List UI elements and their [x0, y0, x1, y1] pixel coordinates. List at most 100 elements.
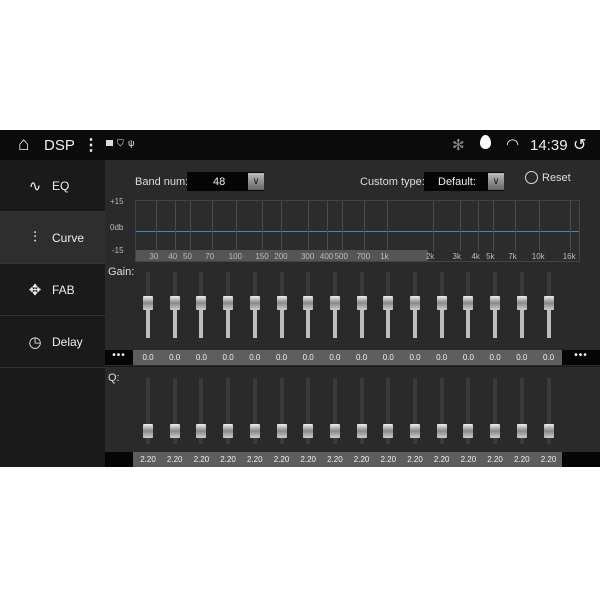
sidebar-item-curve[interactable]: ⫶ Curve — [0, 212, 105, 264]
slider-knob[interactable] — [383, 296, 394, 310]
q-slider[interactable] — [143, 378, 153, 444]
band-num-select[interactable]: 48 ∨ — [187, 172, 264, 191]
slider-knob[interactable] — [276, 424, 287, 438]
sidebar-item-delay[interactable]: ◷ Delay — [0, 316, 105, 368]
gain-slider[interactable] — [196, 272, 207, 338]
q-slider[interactable] — [223, 378, 234, 444]
q-slider[interactable] — [329, 378, 340, 444]
gain-slider[interactable] — [463, 272, 474, 338]
grid-line — [235, 201, 237, 251]
slider-knob[interactable] — [383, 424, 394, 438]
slider-knob[interactable] — [223, 296, 234, 310]
q-slider[interactable] — [196, 378, 207, 444]
x-tick: 7k — [508, 252, 517, 261]
grid-line — [156, 201, 158, 251]
sidebar-item-fab[interactable]: ✥ FAB — [0, 264, 105, 316]
gain-value: 0.0 — [382, 353, 394, 362]
home-icon[interactable]: ⌂ — [18, 134, 30, 155]
usb-icon: ψ — [128, 138, 135, 148]
slider-knob[interactable] — [249, 424, 260, 438]
grid-line — [493, 201, 495, 251]
gain-slider[interactable] — [276, 272, 287, 338]
gain-label: Gain: — [108, 266, 135, 278]
x-tick: 4k — [471, 252, 480, 261]
more-vert-icon[interactable]: ⋮ — [83, 137, 99, 154]
slider-knob[interactable] — [143, 296, 153, 310]
gain-slider[interactable] — [490, 272, 501, 338]
q-slider[interactable] — [249, 378, 260, 444]
slider-knob[interactable] — [490, 424, 501, 438]
gain-slider[interactable] — [543, 272, 554, 338]
slider-knob[interactable] — [410, 424, 420, 438]
slider-knob[interactable] — [223, 424, 234, 438]
q-slider[interactable] — [490, 378, 501, 444]
slider-knob[interactable] — [516, 296, 527, 310]
slider-knob[interactable] — [356, 296, 367, 310]
q-slider[interactable] — [516, 378, 527, 444]
slider-knob[interactable] — [196, 296, 207, 310]
slider-knob[interactable] — [329, 424, 340, 438]
slider-knob[interactable] — [276, 296, 287, 310]
x-tick: 150 — [255, 252, 269, 261]
prev-bands-button[interactable]: ••• — [105, 350, 133, 365]
slider-knob[interactable] — [543, 424, 554, 438]
q-slider[interactable] — [356, 378, 367, 444]
gain-slider[interactable] — [383, 272, 394, 338]
y-tick: +15 — [110, 197, 124, 206]
gain-slider[interactable] — [356, 272, 367, 338]
x-tick: 30 — [149, 252, 159, 261]
gain-slider[interactable] — [249, 272, 260, 338]
q-slider[interactable] — [276, 378, 287, 444]
gain-slider[interactable] — [410, 272, 420, 338]
slider-knob[interactable] — [463, 424, 474, 438]
slider-knob[interactable] — [303, 424, 314, 438]
slider-knob[interactable] — [516, 424, 527, 438]
gain-slider[interactable] — [303, 272, 314, 338]
gain-value: 0.0 — [249, 353, 261, 362]
q-slider[interactable] — [436, 378, 447, 444]
grid-line — [307, 201, 309, 251]
custom-type-select[interactable]: Default: ∨ — [424, 172, 504, 191]
slider-knob[interactable] — [436, 424, 447, 438]
gain-slider[interactable] — [169, 272, 180, 338]
gain-slider[interactable] — [436, 272, 447, 338]
bluetooth-icon: ✻ — [452, 137, 465, 154]
gain-value: 0.0 — [356, 353, 368, 362]
slider-knob[interactable] — [303, 296, 314, 310]
q-slider[interactable] — [410, 378, 420, 444]
slider-knob[interactable] — [169, 296, 180, 310]
gain-slider[interactable] — [329, 272, 340, 338]
slider-knob[interactable] — [436, 296, 447, 310]
slider-knob[interactable] — [463, 296, 474, 310]
slider-knob[interactable] — [490, 296, 501, 310]
q-slider[interactable] — [303, 378, 314, 444]
reset-button[interactable]: Reset — [525, 171, 571, 184]
q-slider[interactable] — [463, 378, 474, 444]
gain-slider[interactable] — [516, 272, 527, 338]
q-value: 2.20 — [433, 455, 450, 464]
slider-knob[interactable] — [410, 296, 420, 310]
q-slider[interactable] — [543, 378, 554, 444]
q-slider[interactable] — [169, 378, 180, 444]
slider-knob[interactable] — [169, 424, 180, 438]
slider-knob[interactable] — [249, 296, 260, 310]
back-icon[interactable]: ↺ — [573, 137, 587, 154]
slider-knob[interactable] — [329, 296, 340, 310]
shield-icon: ⛉ — [117, 138, 124, 148]
next-bands-button[interactable]: ••• — [562, 350, 600, 365]
gain-slider[interactable] — [223, 272, 234, 338]
x-tick: 200 — [274, 252, 288, 261]
y-tick: -15 — [112, 246, 124, 255]
gain-slider[interactable] — [143, 272, 153, 338]
gain-value: 0.0 — [516, 353, 528, 362]
slider-knob[interactable] — [543, 296, 554, 310]
slider-knob[interactable] — [143, 424, 153, 438]
q-slider[interactable] — [383, 378, 394, 444]
slider-knob[interactable] — [196, 424, 207, 438]
q-value: 2.20 — [487, 455, 503, 464]
slider-knob[interactable] — [356, 424, 367, 438]
dsp-screen: ⌂ DSP ⋮ ⛉ ψ ✻ ◠ 14:39 ↺ ∿ EQ ⫶ Curve ✥ FAB … — [0, 130, 600, 467]
grid-line — [175, 201, 177, 251]
gain-value: 0.0 — [169, 353, 181, 362]
sidebar-item-eq[interactable]: ∿ EQ — [0, 160, 105, 212]
